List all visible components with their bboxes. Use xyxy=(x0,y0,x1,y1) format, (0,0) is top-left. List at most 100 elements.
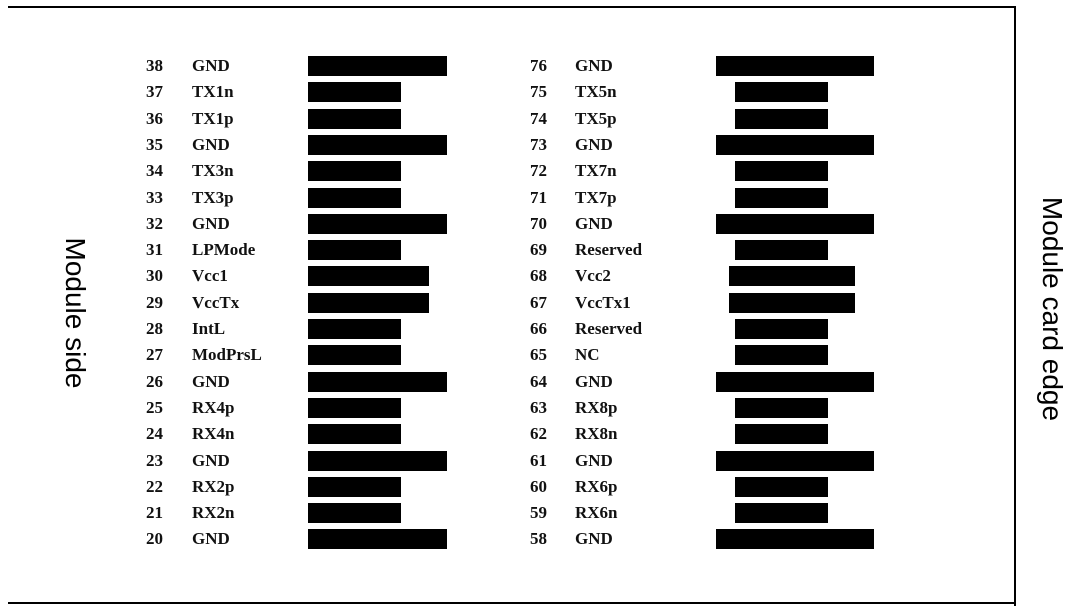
pin-contact-pad xyxy=(308,319,401,339)
pin-number: 61 xyxy=(530,450,547,470)
pin-number: 69 xyxy=(530,240,547,260)
pin-number: 74 xyxy=(530,108,547,128)
pin-name: VccTx xyxy=(192,292,240,312)
pin-name: RX8n xyxy=(575,424,618,444)
pin-number: 64 xyxy=(530,371,547,391)
pin-number: 27 xyxy=(146,345,163,365)
pin-name: GND xyxy=(192,371,230,391)
frame-bottom-edge xyxy=(8,602,1016,604)
pin-number: 60 xyxy=(530,476,547,496)
pin-name: RX2n xyxy=(192,503,235,523)
pin-number: 75 xyxy=(530,82,547,102)
pin-number: 62 xyxy=(530,424,547,444)
pin-number: 34 xyxy=(146,161,163,181)
pin-contact-pad xyxy=(308,371,447,392)
pin-number: 23 xyxy=(146,450,163,470)
pin-contact-pad xyxy=(735,240,828,261)
pin-contact-pad xyxy=(735,187,828,208)
pin-number: 38 xyxy=(146,56,163,75)
pin-name: TX1p xyxy=(192,108,234,128)
pin-name: RX4p xyxy=(192,397,235,417)
pin-name: GND xyxy=(575,450,613,470)
pin-name: Vcc2 xyxy=(575,266,611,286)
pin-contact-pad xyxy=(308,529,447,550)
pin-name: RX8p xyxy=(575,397,618,417)
pin-contact-pad xyxy=(308,476,401,497)
pin-name: GND xyxy=(575,134,613,154)
pin-contact-pad xyxy=(308,213,447,234)
pin-contact-pad xyxy=(735,108,828,129)
pin-name: TX5p xyxy=(575,108,617,128)
pin-name: RX2p xyxy=(192,476,235,496)
pin-name: GND xyxy=(192,56,230,75)
pin-name: VccTx1 xyxy=(575,292,631,312)
pin-number: 32 xyxy=(146,213,163,233)
pin-number: 25 xyxy=(146,397,163,417)
pin-name: Reserved xyxy=(575,319,643,338)
pin-number: 35 xyxy=(146,134,163,154)
pin-name: TX3p xyxy=(192,187,234,207)
pin-contact-pad xyxy=(735,319,828,339)
pin-name: RX4n xyxy=(192,424,235,444)
pin-name: LPMode xyxy=(192,240,256,260)
pin-contact-pad xyxy=(729,292,855,313)
pin-number: 65 xyxy=(530,345,547,365)
pin-number: 20 xyxy=(146,529,163,549)
pin-contact-pad xyxy=(735,424,828,445)
pin-name: RX6p xyxy=(575,476,618,496)
pin-name: GND xyxy=(192,450,230,470)
pin-contact-pad xyxy=(308,56,447,76)
pin-contact-pad xyxy=(729,266,855,287)
pin-contact-pad xyxy=(716,450,874,471)
pin-contact-pad xyxy=(308,187,401,208)
pin-contact-pad xyxy=(716,134,874,155)
pin-name: Reserved xyxy=(575,240,643,260)
pin-contact-pad xyxy=(308,450,447,471)
pin-number: 58 xyxy=(530,529,547,549)
pin-name: TX1n xyxy=(192,82,234,102)
pin-number: 33 xyxy=(146,187,163,207)
pin-number: 59 xyxy=(530,503,547,523)
pin-contact-pad xyxy=(308,503,401,524)
module-side-label: Module side xyxy=(60,237,91,389)
pin-name: GND xyxy=(192,134,230,154)
pin-name: ModPrsL xyxy=(192,345,262,365)
pin-contact-pad xyxy=(735,397,828,418)
pin-number: 28 xyxy=(146,319,163,338)
pin-number: 29 xyxy=(146,292,163,312)
pin-name: TX3n xyxy=(192,161,234,181)
pin-name: NC xyxy=(575,345,600,365)
pin-number: 31 xyxy=(146,240,163,260)
pin-number: 71 xyxy=(530,187,547,207)
pin-contact-pad xyxy=(735,476,828,497)
pin-number: 26 xyxy=(146,371,163,391)
pin-number: 66 xyxy=(530,319,547,338)
pin-number: 36 xyxy=(146,108,163,128)
pin-number: 63 xyxy=(530,397,547,417)
pin-number: 73 xyxy=(530,134,547,154)
pin-number: 37 xyxy=(146,82,163,102)
pin-name: GND xyxy=(575,529,613,549)
pin-number: 76 xyxy=(530,56,547,75)
pin-contact-pad xyxy=(735,345,828,366)
pin-contact-pad xyxy=(308,345,401,366)
pin-contact-pad xyxy=(308,134,447,155)
pin-number: 70 xyxy=(530,213,547,233)
pin-number: 68 xyxy=(530,266,547,286)
pin-name: GND xyxy=(575,213,613,233)
pin-contact-pad xyxy=(308,424,401,445)
pin-contact-pad xyxy=(308,161,401,182)
pin-contact-pad xyxy=(716,56,874,76)
pin-number: 30 xyxy=(146,266,163,286)
pin-contact-pad xyxy=(735,82,828,103)
pin-name: TX5n xyxy=(575,82,617,102)
pin-contact-pad xyxy=(735,161,828,182)
pin-contact-pad xyxy=(308,397,401,418)
pin-number: 22 xyxy=(146,476,163,496)
pin-contact-pad xyxy=(308,292,429,313)
pin-name: Vcc1 xyxy=(192,266,228,286)
frame-right-edge xyxy=(1014,6,1016,606)
frame-top-edge xyxy=(8,6,1016,8)
pin-name: IntL xyxy=(192,319,226,338)
